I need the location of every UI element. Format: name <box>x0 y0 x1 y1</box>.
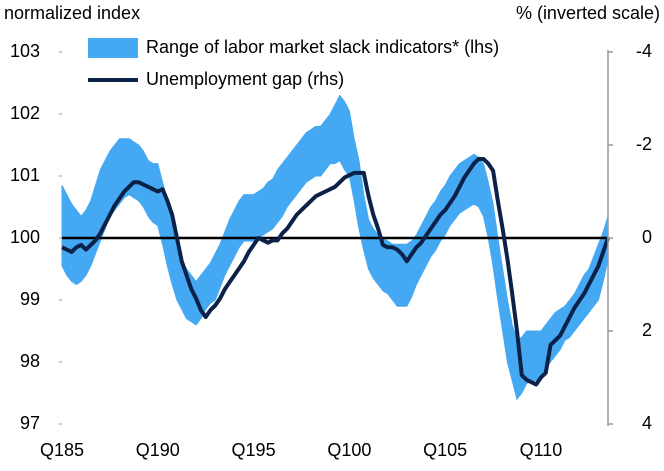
y-tick-label: 97 <box>20 413 40 433</box>
y-tick-label: 103 <box>10 41 40 61</box>
legend-swatch <box>88 38 138 58</box>
y2-tick-label: 4 <box>642 413 652 433</box>
x-tick-label: Q105 <box>423 440 467 460</box>
y-tick-label: 100 <box>10 227 40 247</box>
y2-tick-label: -4 <box>636 41 652 61</box>
x-tick-label: Q195 <box>232 440 276 460</box>
y-tick-label: 98 <box>20 351 40 371</box>
y-tick-label: 101 <box>10 165 40 185</box>
legend-label: Range of labor market slack indicators* … <box>146 37 499 57</box>
x-tick-label: Q185 <box>40 440 84 460</box>
x-tick-label: Q100 <box>327 440 371 460</box>
y2-axis-label: % (inverted scale) <box>516 3 660 23</box>
y-tick-label: 99 <box>20 289 40 309</box>
y2-tick-label: -2 <box>636 134 652 154</box>
y2-tick-label: 0 <box>642 227 652 247</box>
y-tick-label: 102 <box>10 103 40 123</box>
y-axis-label: normalized index <box>4 3 140 23</box>
y2-tick-label: 2 <box>642 320 652 340</box>
legend-label: Unemployment gap (rhs) <box>146 69 344 89</box>
range-band <box>61 94 609 401</box>
line <box>61 156 610 387</box>
x-tick-label: Q110 <box>520 440 563 460</box>
x-tick-label: Q190 <box>136 440 180 460</box>
